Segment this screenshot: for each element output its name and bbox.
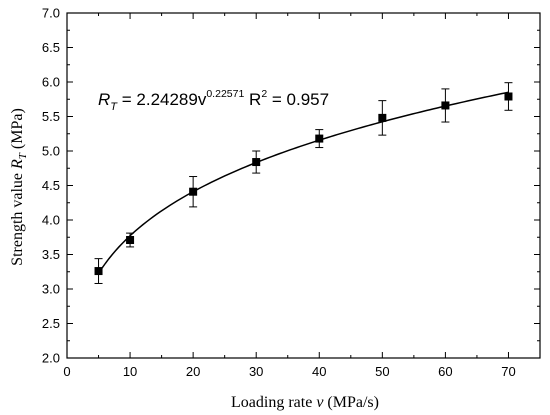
fit-curve [97, 91, 509, 274]
x-axis-title: Loading rate v (MPa/s) [231, 394, 379, 411]
y-tick-label: 3.0 [42, 282, 60, 297]
eq-lhs-sub: T [110, 101, 118, 113]
y-axis-title-suffix: (MPa) [9, 108, 26, 153]
eq-rhs-exp: 0.22571 [206, 88, 244, 100]
y-tick-label: 4.0 [42, 213, 60, 228]
fit-equation: RT = 2.24289v0.22571 R2 = 0.957 [98, 88, 329, 113]
x-axis-title-prefix: Loading rate [231, 394, 316, 411]
y-tick-label: 6.0 [42, 75, 60, 90]
plot-frame [66, 12, 541, 359]
y-axis-title-var: R [9, 159, 26, 170]
y-tick-label: 5.0 [42, 144, 60, 159]
x-tick-label: 70 [501, 364, 515, 379]
x-tick-label: 10 [123, 364, 137, 379]
data-point [504, 92, 513, 101]
x-axis-title-suffix: (MPa/s) [323, 394, 379, 411]
x-axis-title-var: v [316, 394, 324, 411]
y-axis-title: Strength value RT (MPa) [9, 108, 29, 266]
x-tick-label: 40 [312, 364, 326, 379]
eq-r2-value: = 0.957 [267, 90, 329, 109]
y-tick-label: 2.0 [42, 351, 60, 366]
ticks [66, 12, 541, 359]
y-tick-label: 2.5 [42, 316, 60, 331]
axes [66, 12, 541, 359]
x-tick-label: 50 [375, 364, 389, 379]
error-bars [94, 82, 513, 284]
data-point [189, 187, 198, 196]
x-tick-label: 20 [186, 364, 200, 379]
y-tick-label: 3.5 [42, 247, 60, 262]
tick-labels: 0 10 20 30 40 50 60 70 2.0 2.5 3.0 3.5 4.0 4.5 5.0 5.5 6… [42, 6, 516, 380]
y-axis-title-prefix: Strength value [9, 169, 26, 266]
data-point [252, 158, 261, 167]
eq-rhs-main: = 2.24289v [117, 90, 207, 109]
data-point [315, 134, 324, 143]
eq-r2-main: R [244, 90, 261, 109]
x-tick-label: 60 [438, 364, 452, 379]
eq-r2-exp: 2 [261, 88, 267, 100]
y-tick-label: 4.5 [42, 178, 60, 193]
y-tick-label: 7.0 [42, 6, 60, 21]
y-tick-label: 5.5 [42, 109, 60, 124]
x-tick-label: 30 [249, 364, 263, 379]
data-point [126, 236, 135, 245]
y-axis-title-sub: T [17, 152, 29, 159]
data-points [94, 92, 513, 276]
eq-lhs-main: R [98, 90, 110, 109]
data-point [94, 267, 103, 276]
data-point [441, 101, 450, 110]
y-tick-label: 6.5 [42, 40, 60, 55]
data-point [378, 113, 387, 122]
x-tick-label: 0 [63, 364, 70, 379]
